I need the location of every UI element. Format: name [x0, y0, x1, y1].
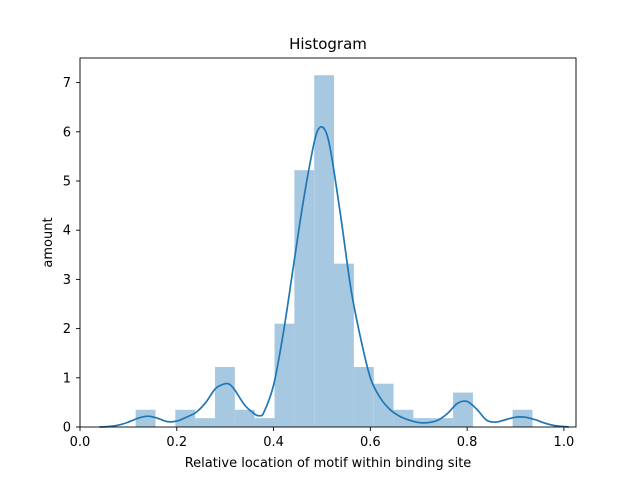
x-tick-label: 0.6: [360, 435, 381, 450]
x-tick-label: 0.2: [166, 435, 187, 450]
histogram-bar: [314, 75, 335, 427]
y-tick-label: 6: [63, 125, 71, 140]
histogram-bar: [373, 383, 394, 427]
histogram-bar: [294, 170, 315, 427]
y-tick-label: 2: [63, 322, 71, 337]
y-tick-label: 4: [63, 224, 71, 239]
histogram-bar: [274, 323, 295, 427]
chart-title: Histogram: [289, 35, 367, 53]
histogram-bar: [215, 366, 235, 427]
y-tick-label: 5: [63, 175, 71, 190]
y-axis: 0 1 2 3 4 5 6 7: [63, 76, 80, 436]
histogram-bar: [453, 392, 473, 427]
kde-series-line: [99, 125, 569, 428]
y-tick-label: 3: [63, 273, 71, 288]
x-tick-label: 0.8: [457, 435, 478, 450]
x-tick-label: 0.0: [70, 435, 91, 450]
y-tick-label: 7: [63, 76, 71, 91]
x-axis: 0.0 0.2 0.4 0.6 0.8 1.0: [70, 427, 575, 450]
histogram-bar: [234, 409, 255, 427]
histogram-bar: [195, 418, 216, 427]
x-axis-label: Relative location of motif within bindin…: [185, 456, 472, 471]
histogram-bar: [254, 418, 275, 427]
histogram-bar: [135, 409, 156, 427]
y-axis-label: amount: [41, 217, 56, 267]
x-tick-label: 0.4: [263, 435, 284, 450]
plot-area-frame: [79, 57, 577, 428]
histogram-bar: [353, 366, 374, 427]
histogram-bars: [135, 75, 533, 427]
x-tick-label: 1.0: [554, 435, 575, 450]
histogram-bar: [334, 263, 354, 427]
histogram-bar: [512, 409, 533, 427]
y-tick-label: 0: [63, 421, 71, 436]
histogram-bar: [433, 418, 454, 427]
y-tick-label: 1: [63, 371, 71, 386]
